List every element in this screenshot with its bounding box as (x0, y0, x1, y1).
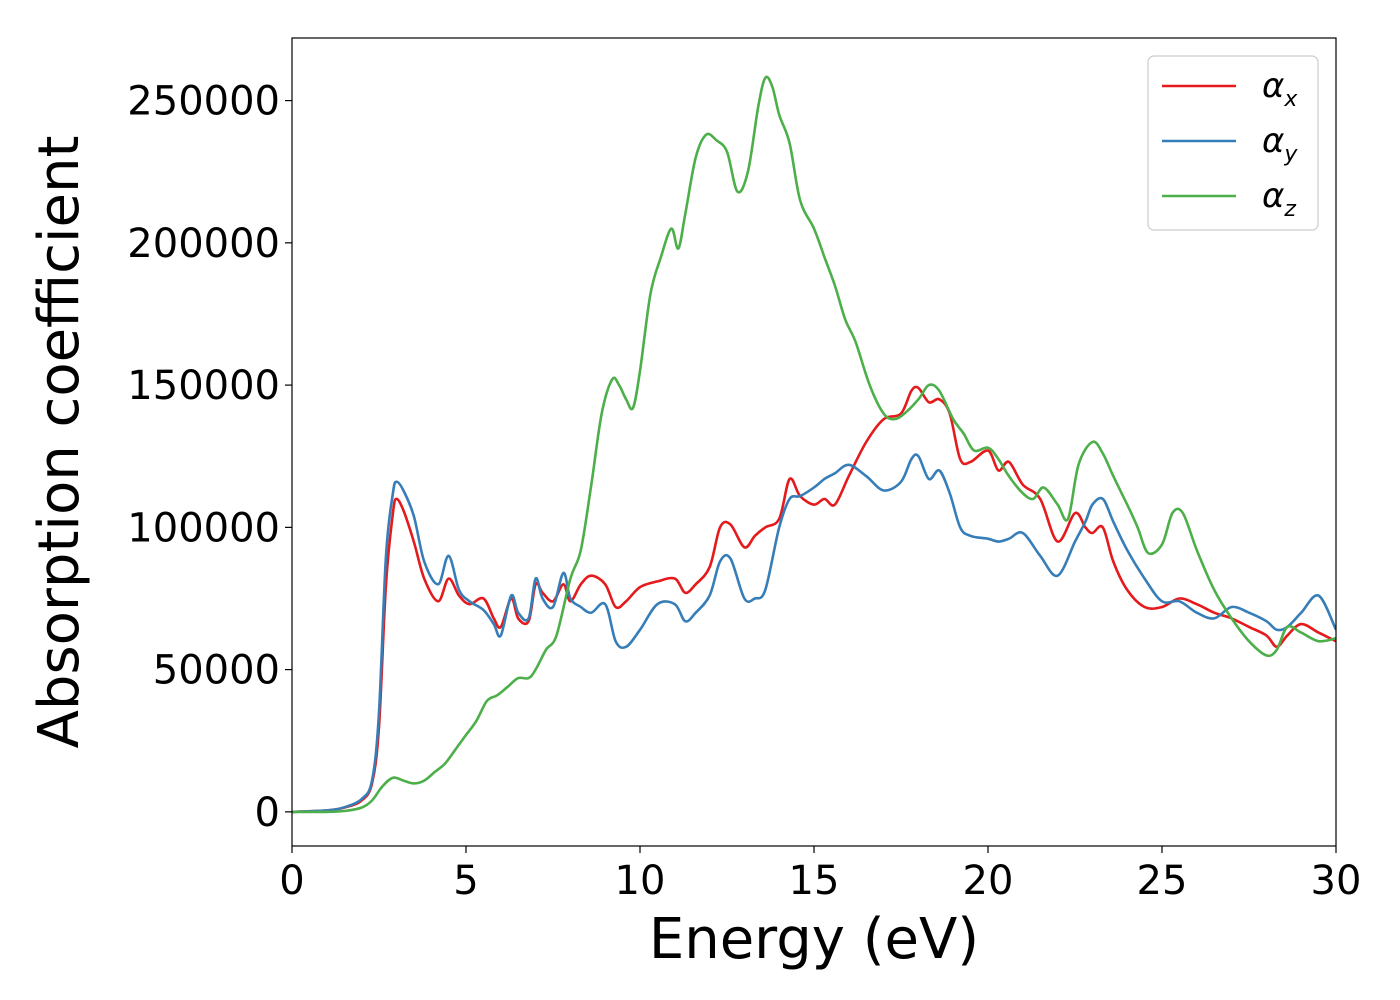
x-tick-label: 25 (1137, 858, 1188, 904)
legend-label-z: αz (1262, 176, 1296, 222)
y-tick-label: 50000 (153, 648, 280, 694)
x-tick-label: 20 (963, 858, 1014, 904)
legend-label-base: α (1262, 176, 1284, 216)
legend-label-subscript: y (1283, 142, 1298, 167)
y-axis-title: Absorption coefficient (27, 136, 92, 749)
series-line-y (292, 453, 1336, 814)
x-axis-ticks: 0 5 10 15 20 25 30 (279, 846, 1361, 904)
legend-label-x: αx (1262, 66, 1298, 112)
x-tick-label: 10 (615, 858, 666, 904)
legend-box (1147, 55, 1319, 231)
y-axis-ticks: 0 50000 100000 150000 200000 250000 (127, 79, 292, 836)
x-tick-label: 0 (279, 858, 304, 904)
y-tick-label: 200000 (127, 221, 280, 267)
y-tick-label: 0 (255, 790, 280, 836)
legend-label-subscript: z (1283, 197, 1296, 222)
x-tick-label: 30 (1311, 858, 1362, 904)
series-line-x (292, 385, 1336, 814)
y-tick-label: 250000 (127, 79, 280, 125)
legend-label-subscript: x (1283, 87, 1298, 112)
legend-label-base: α (1262, 121, 1284, 161)
series-lines (292, 75, 1336, 814)
series-line-z (292, 75, 1336, 814)
legend-label-y: αy (1262, 121, 1298, 167)
legend-label-base: α (1262, 66, 1284, 106)
y-tick-label: 100000 (127, 505, 280, 551)
x-axis-title: Energy (eV) (649, 907, 979, 972)
y-tick-label: 150000 (127, 363, 280, 409)
x-tick-label: 15 (789, 858, 840, 904)
x-tick-label: 5 (453, 858, 478, 904)
